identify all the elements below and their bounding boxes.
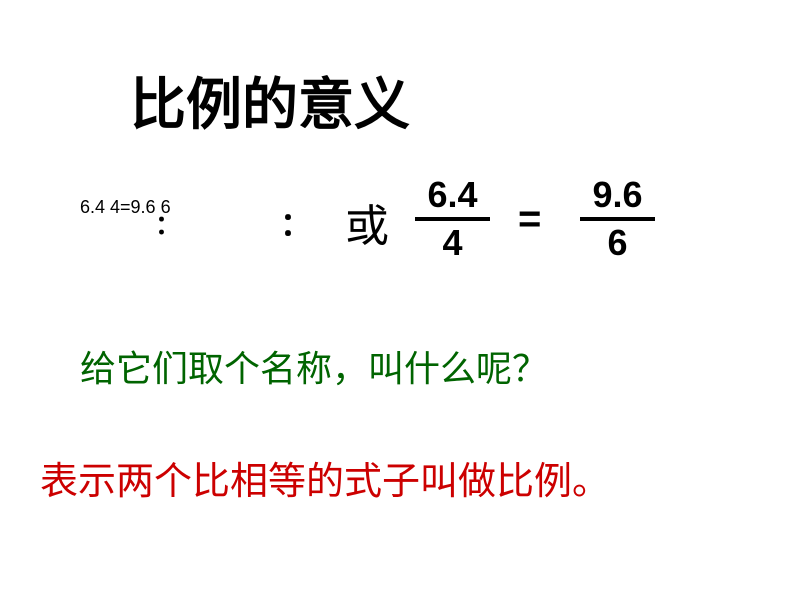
- fraction-1: 6.4 4: [415, 175, 490, 263]
- page-title: 比例的意义: [130, 60, 410, 141]
- fraction-2-numerator: 9.6: [580, 175, 655, 215]
- colon-symbol-1: ：: [155, 205, 181, 242]
- fraction-1-numerator: 6.4: [415, 175, 490, 215]
- fraction-1-denominator: 4: [415, 223, 490, 263]
- definition-text: 表示两个比相等的式子叫做比例。: [40, 450, 610, 505]
- fraction-1-line: [415, 217, 490, 221]
- or-text: 或: [345, 190, 389, 254]
- equals-sign: =: [518, 197, 541, 242]
- fraction-2-denominator: 6: [580, 223, 655, 263]
- fraction-2: 9.6 6: [580, 175, 655, 263]
- question-text: 给它们取个名称，叫什么呢？: [80, 340, 548, 392]
- colon-symbol-2: ：: [280, 199, 312, 245]
- fraction-2-line: [580, 217, 655, 221]
- equation-row: 6.4 4=9.6 6 ： ： 或 6.4 4 = 9.6 6: [80, 175, 720, 265]
